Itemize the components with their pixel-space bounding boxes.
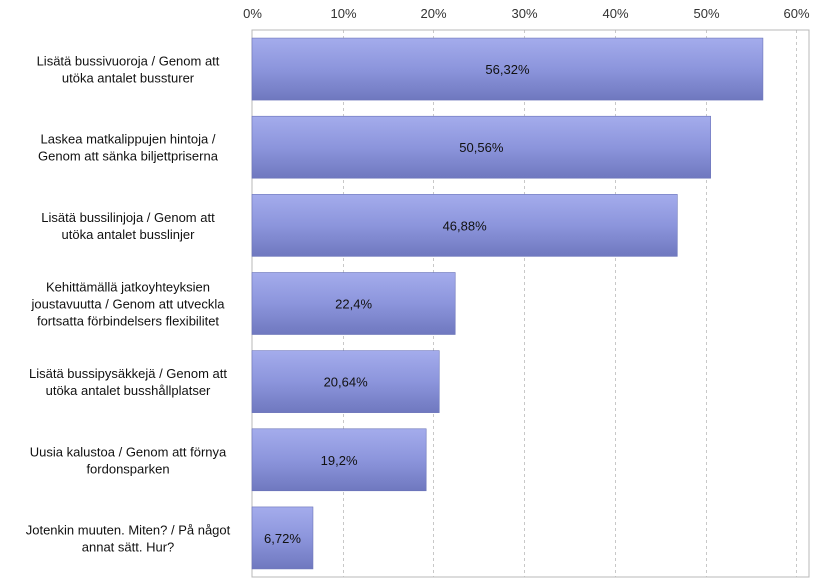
data-label: 50,56% [459, 140, 504, 155]
category-label-line: annat sätt. Hur? [82, 539, 175, 554]
x-tick-label: 50% [693, 6, 719, 21]
bar [251, 428, 427, 492]
category-label-line: Jotenkin muuten. Miten? / På något [26, 522, 231, 537]
category-label-line: joustavuutta / Genom att utveckla [31, 297, 226, 312]
category-label: Uusia kalustoa / Genom att förnya fordons… [30, 444, 227, 476]
category-label: Kehittämällä jatkoyhteyksien joustavuutta… [31, 280, 226, 329]
category-label: Lisätä bussilinjoja / Genom att utöka ant… [41, 210, 215, 242]
x-tick-label: 30% [511, 6, 537, 21]
bar [251, 115, 711, 179]
bar [251, 37, 764, 101]
category-label-line: Lisätä bussilinjoja / Genom att [41, 210, 215, 225]
x-tick-label: 40% [602, 6, 628, 21]
data-label: 22,4% [335, 297, 372, 312]
x-tick-label: 0% [243, 6, 262, 21]
category-label-line: fordonsparken [86, 461, 169, 476]
category-label-line: fortsatta förbindelsers flexibilitet [37, 314, 219, 329]
category-label: Jotenkin muuten. Miten? / På något annat … [26, 522, 231, 554]
category-label: Lisätä bussipysäkkejä / Genom att utöka a… [29, 366, 227, 398]
category-label-line: Genom att sänka biljettpriserna [38, 149, 219, 164]
category-label-line: Lisätä bussipysäkkejä / Genom att [29, 366, 227, 381]
x-tick-label: 10% [330, 6, 356, 21]
category-label-line: utöka antalet busshållplatser [46, 383, 211, 398]
category-label-line: Lisätä bussivuoroja / Genom att [37, 54, 220, 69]
category-labels: Lisätä bussivuoroja / Genom att utöka ant… [26, 54, 231, 555]
category-label-line: utöka antalet busslinjer [62, 227, 196, 242]
x-axis-ticks: 0% 10% 20% 30% 40% 50% 60% [243, 6, 810, 21]
data-label: 20,64% [324, 375, 369, 390]
bars [251, 37, 764, 570]
data-label: 56,32% [485, 62, 530, 77]
category-label-line: Uusia kalustoa / Genom att förnya [30, 444, 227, 459]
category-label: Laskea matkalippujen hintoja / Genom att … [38, 132, 219, 164]
category-label-line: Kehittämällä jatkoyhteyksien [46, 280, 210, 295]
bar [251, 506, 314, 570]
data-label: 46,88% [443, 218, 488, 233]
bar [251, 194, 678, 257]
category-label-line: Laskea matkalippujen hintoja / [41, 132, 216, 147]
data-labels: 56,32% 50,56% 46,88% 22,4% 20,64% 19,2% 6,72% [264, 62, 530, 546]
x-tick-label: 60% [783, 6, 809, 21]
bar [251, 350, 440, 413]
data-label: 6,72% [264, 531, 301, 546]
category-label-line: utöka antalet bussturer [62, 71, 195, 86]
category-label: Lisätä bussivuoroja / Genom att utöka ant… [37, 54, 220, 86]
x-tick-label: 20% [420, 6, 446, 21]
bar [251, 272, 456, 335]
data-label: 19,2% [321, 453, 358, 468]
